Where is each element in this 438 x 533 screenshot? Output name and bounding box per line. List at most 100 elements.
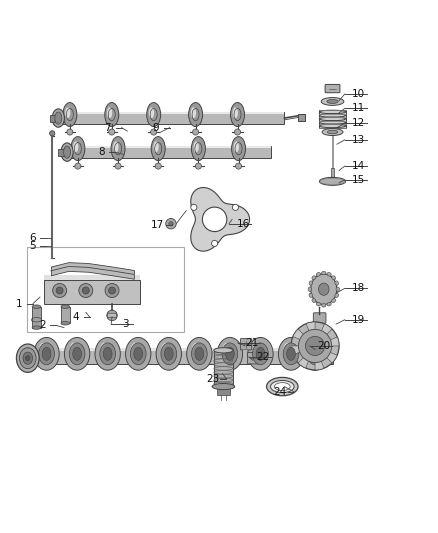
Ellipse shape <box>16 344 39 373</box>
Bar <box>331 168 334 181</box>
Circle shape <box>109 129 115 135</box>
Ellipse shape <box>19 348 36 369</box>
Bar <box>58 149 64 156</box>
Circle shape <box>53 284 67 297</box>
Ellipse shape <box>321 304 326 307</box>
Ellipse shape <box>335 293 339 297</box>
Circle shape <box>191 204 197 211</box>
Ellipse shape <box>149 107 154 118</box>
Circle shape <box>234 129 240 135</box>
Circle shape <box>56 287 63 294</box>
FancyBboxPatch shape <box>313 313 326 323</box>
Circle shape <box>166 219 176 229</box>
Ellipse shape <box>267 377 298 395</box>
Ellipse shape <box>319 177 346 185</box>
Text: 4: 4 <box>72 312 79 322</box>
Wedge shape <box>315 324 332 346</box>
Wedge shape <box>315 337 339 346</box>
Bar <box>62 146 272 148</box>
Bar <box>217 386 230 395</box>
Ellipse shape <box>113 141 119 152</box>
Text: 20: 20 <box>317 341 330 351</box>
Ellipse shape <box>131 343 146 365</box>
Ellipse shape <box>312 276 316 280</box>
Bar <box>53 112 285 124</box>
Ellipse shape <box>105 102 119 126</box>
Ellipse shape <box>189 102 203 126</box>
Ellipse shape <box>217 337 243 370</box>
Ellipse shape <box>63 102 77 126</box>
Ellipse shape <box>307 343 315 356</box>
Bar <box>214 350 233 386</box>
Circle shape <box>169 222 173 226</box>
Ellipse shape <box>156 337 181 370</box>
Ellipse shape <box>100 343 116 365</box>
FancyBboxPatch shape <box>108 313 117 318</box>
Text: 23: 23 <box>206 374 219 384</box>
Circle shape <box>67 129 73 135</box>
Circle shape <box>151 129 157 135</box>
Text: 3: 3 <box>122 319 128 329</box>
Ellipse shape <box>279 337 304 370</box>
FancyBboxPatch shape <box>240 338 252 350</box>
Text: 18: 18 <box>352 284 365 293</box>
Ellipse shape <box>39 343 47 356</box>
Text: 2: 2 <box>39 320 46 330</box>
Ellipse shape <box>64 337 90 370</box>
Ellipse shape <box>309 281 313 285</box>
Ellipse shape <box>61 143 73 161</box>
Wedge shape <box>291 346 315 355</box>
Ellipse shape <box>307 343 323 365</box>
Bar <box>35 349 332 364</box>
Ellipse shape <box>39 343 54 365</box>
Ellipse shape <box>103 348 112 360</box>
Ellipse shape <box>126 337 151 370</box>
Ellipse shape <box>161 343 169 356</box>
Ellipse shape <box>191 107 196 118</box>
Circle shape <box>305 336 325 356</box>
Ellipse shape <box>271 381 294 393</box>
Text: 24: 24 <box>273 387 287 397</box>
Ellipse shape <box>311 274 337 304</box>
Circle shape <box>212 240 218 246</box>
Ellipse shape <box>223 343 230 356</box>
Ellipse shape <box>164 348 173 360</box>
Text: 15: 15 <box>352 175 365 185</box>
Wedge shape <box>298 346 315 368</box>
Ellipse shape <box>147 102 161 126</box>
Ellipse shape <box>195 348 204 360</box>
Circle shape <box>298 329 332 362</box>
Ellipse shape <box>283 343 299 365</box>
Ellipse shape <box>191 136 205 160</box>
Ellipse shape <box>234 141 239 152</box>
Ellipse shape <box>95 337 120 370</box>
Ellipse shape <box>287 348 295 360</box>
Circle shape <box>105 284 119 297</box>
Ellipse shape <box>32 305 41 309</box>
Ellipse shape <box>316 272 321 276</box>
Ellipse shape <box>327 272 331 276</box>
Ellipse shape <box>336 287 339 292</box>
Ellipse shape <box>309 293 313 297</box>
Ellipse shape <box>322 128 343 135</box>
Ellipse shape <box>308 287 311 292</box>
Bar <box>44 275 141 280</box>
Circle shape <box>202 207 227 231</box>
Ellipse shape <box>253 343 268 365</box>
Bar <box>32 306 41 328</box>
Circle shape <box>107 310 117 321</box>
Ellipse shape <box>311 348 319 360</box>
Ellipse shape <box>214 348 233 353</box>
Ellipse shape <box>321 98 344 106</box>
Text: 13: 13 <box>352 135 365 145</box>
Text: 16: 16 <box>237 219 250 229</box>
Bar <box>53 112 285 114</box>
Text: 1: 1 <box>16 298 22 309</box>
Bar <box>49 115 55 122</box>
Text: 10: 10 <box>352 89 365 99</box>
Ellipse shape <box>230 102 244 126</box>
Text: 22: 22 <box>256 352 269 362</box>
Ellipse shape <box>111 136 125 160</box>
Circle shape <box>155 163 161 169</box>
Text: 19: 19 <box>352 315 365 325</box>
